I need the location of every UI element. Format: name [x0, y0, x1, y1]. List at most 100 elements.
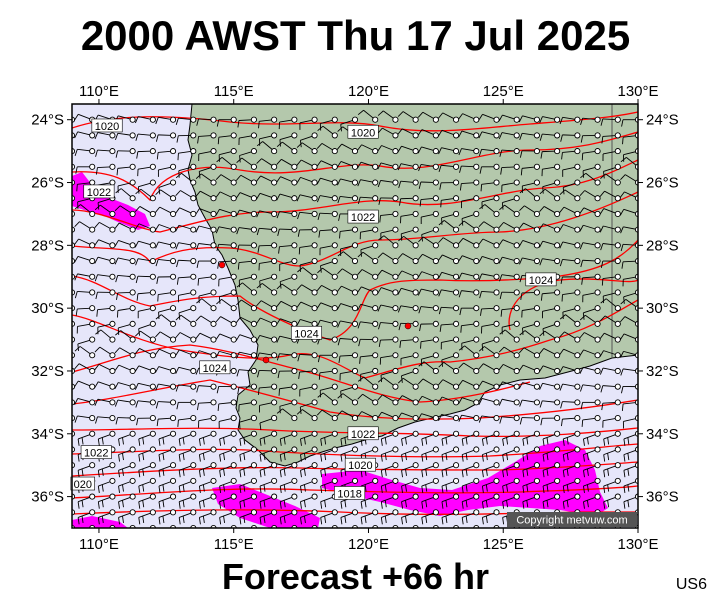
wind-barb [238, 399, 257, 412]
wind-barb [562, 305, 581, 320]
wind-barb [218, 289, 237, 304]
wind-barb [579, 190, 601, 202]
wind-barb [397, 253, 419, 265]
wind-barb [418, 179, 439, 189]
wind-barb [521, 179, 540, 193]
wind-barb [417, 146, 439, 155]
wind-barb [380, 462, 399, 478]
isobar-labels: 1020 1020 1022 1022 1024 1024 1024 1022 1022 1020… [70, 118, 557, 500]
wind-barb [542, 462, 561, 478]
wind-barb [417, 378, 439, 390]
wind-barb [117, 305, 136, 318]
wind-barb [319, 116, 338, 131]
wind-barb [397, 287, 419, 296]
isobar-label: 1022 [351, 429, 375, 441]
wind-barb [218, 273, 237, 287]
wind-barb [583, 493, 601, 509]
wind-barb [481, 493, 500, 509]
wind-barb [438, 163, 460, 173]
wind-barb [397, 377, 419, 390]
wind-barb [539, 382, 561, 390]
wind-barb [501, 320, 520, 335]
wind-barb [538, 365, 561, 375]
wind-barb [461, 477, 480, 494]
wind-barb [539, 132, 561, 141]
wind-barb [175, 242, 197, 250]
wind-barb [97, 477, 116, 494]
wind-barb [155, 331, 177, 343]
wind-barb [580, 132, 601, 143]
wind-barb [623, 446, 638, 462]
wind-barb [196, 383, 217, 393]
wind-barb [522, 430, 540, 446]
wind-barb [539, 330, 561, 343]
wind-barb [401, 509, 419, 525]
wind-barb [259, 446, 278, 462]
wind-barb [579, 332, 601, 343]
wind-barb [279, 273, 298, 289]
wind-barb [519, 330, 540, 343]
wind-barb [178, 446, 197, 462]
wind-barb [357, 303, 379, 312]
wind-barb [155, 189, 177, 202]
wind-barb [175, 383, 197, 392]
wind-barb [458, 130, 480, 139]
wind-barb [418, 361, 439, 375]
wind-barb [438, 414, 460, 422]
wind-barb [154, 224, 177, 233]
wind-barb [417, 271, 439, 280]
wind-barb [480, 305, 500, 316]
wind-barb [317, 195, 338, 203]
wind-barb [337, 195, 359, 204]
wind-barb [600, 173, 621, 186]
wind-barb [417, 395, 439, 406]
copyright-box [507, 512, 637, 527]
wind-barb [378, 195, 399, 205]
wind-barb [316, 177, 338, 186]
lat-tick-label: 32°S [646, 363, 679, 380]
wind-barb [336, 303, 359, 312]
wind-barb [77, 493, 96, 509]
wind-barb [300, 493, 318, 509]
wind-barb [498, 398, 520, 406]
wind-barb [259, 509, 278, 525]
wind-barb [114, 399, 136, 407]
wind-barb [539, 188, 561, 202]
lat-tick-label: 32°S [31, 363, 64, 380]
wind-barb [438, 147, 460, 155]
wind-barb [420, 352, 439, 367]
wind-barb [198, 148, 217, 161]
wind-barb [217, 399, 237, 411]
wind-barb [136, 148, 156, 159]
wind-barb [256, 334, 278, 343]
wind-barb [480, 179, 500, 192]
wind-barb [560, 399, 581, 409]
wind-barb [582, 163, 601, 178]
wind-barb [437, 271, 460, 280]
wind-barb [138, 430, 156, 446]
wind-barb [235, 174, 257, 186]
isobar-label-box [80, 445, 112, 459]
isobar-label: 1020 [348, 460, 372, 472]
wind-barb [158, 430, 177, 446]
wind-barb [115, 273, 136, 283]
wind-barb [518, 382, 540, 390]
wind-barb [580, 383, 601, 392]
wind-barb [178, 163, 197, 178]
wind-barb [320, 477, 338, 494]
wind-barb [137, 163, 156, 177]
wind-barb [297, 352, 318, 362]
wind-barb [77, 462, 96, 478]
wind-barb [481, 195, 500, 209]
wind-barb [239, 477, 257, 494]
wind-barb [115, 148, 136, 158]
wind-barb [296, 142, 318, 155]
wind-barb [421, 446, 439, 462]
wind-barb [602, 415, 621, 428]
wind-barb [583, 430, 601, 446]
wind-barb [499, 204, 520, 217]
wind-barb [377, 110, 399, 123]
wind-barb [582, 305, 601, 320]
wind-barb [300, 509, 318, 525]
wind-barb [178, 509, 197, 525]
